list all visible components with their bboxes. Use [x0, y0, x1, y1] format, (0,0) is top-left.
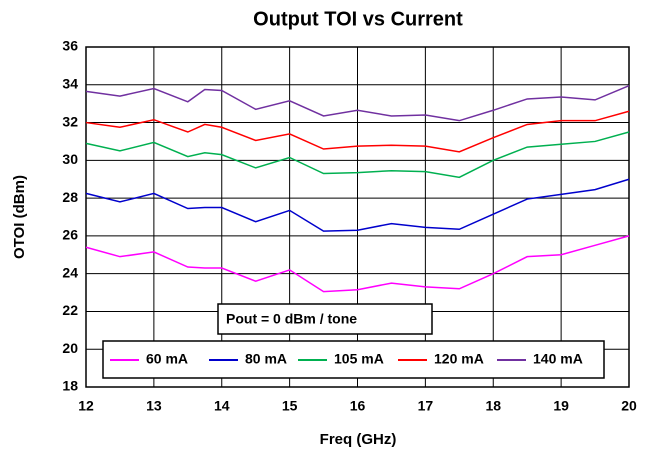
y-tick-label: 18 — [62, 378, 78, 394]
plot-border — [85, 46, 630, 388]
y-tick-label: 32 — [62, 113, 78, 129]
legend-label: 105 mA — [334, 351, 384, 367]
legend-label: 140 mA — [533, 351, 583, 367]
annotation: Pout = 0 dBm / tone — [226, 311, 357, 327]
y-tick-label: 20 — [62, 340, 78, 356]
y-tick-label: 24 — [62, 264, 78, 280]
x-tick-label: 15 — [282, 398, 298, 414]
x-tick-label: 20 — [621, 398, 637, 414]
x-axis-label: Freq (GHz) — [320, 431, 397, 448]
x-tick-label: 12 — [78, 398, 94, 414]
y-tick-label: 28 — [62, 189, 78, 205]
annotation-box — [217, 303, 433, 335]
legend-label: 120 mA — [434, 351, 484, 367]
x-tick-label: 13 — [146, 398, 162, 414]
series-line — [85, 85, 630, 122]
legend-label: 60 mA — [146, 351, 188, 367]
y-tick-label: 30 — [62, 151, 78, 167]
chart-title: Output TOI vs Current — [253, 8, 463, 30]
x-tick-label: 19 — [553, 398, 569, 414]
series-line — [85, 110, 630, 153]
series-line — [85, 235, 630, 293]
x-tick-label: 18 — [485, 398, 501, 414]
y-tick-label: 26 — [62, 227, 78, 243]
legend-label: 80 mA — [245, 351, 287, 367]
y-tick-label: 34 — [62, 75, 78, 91]
x-tick-label: 16 — [350, 398, 366, 414]
series-line — [85, 178, 630, 232]
y-axis-label: OTOI (dBm) — [11, 175, 28, 259]
y-tick-label: 36 — [62, 38, 78, 54]
x-tick-label: 14 — [214, 398, 230, 414]
series-line — [85, 131, 630, 179]
y-tick-label: 22 — [62, 302, 78, 318]
x-tick-label: 17 — [418, 398, 434, 414]
